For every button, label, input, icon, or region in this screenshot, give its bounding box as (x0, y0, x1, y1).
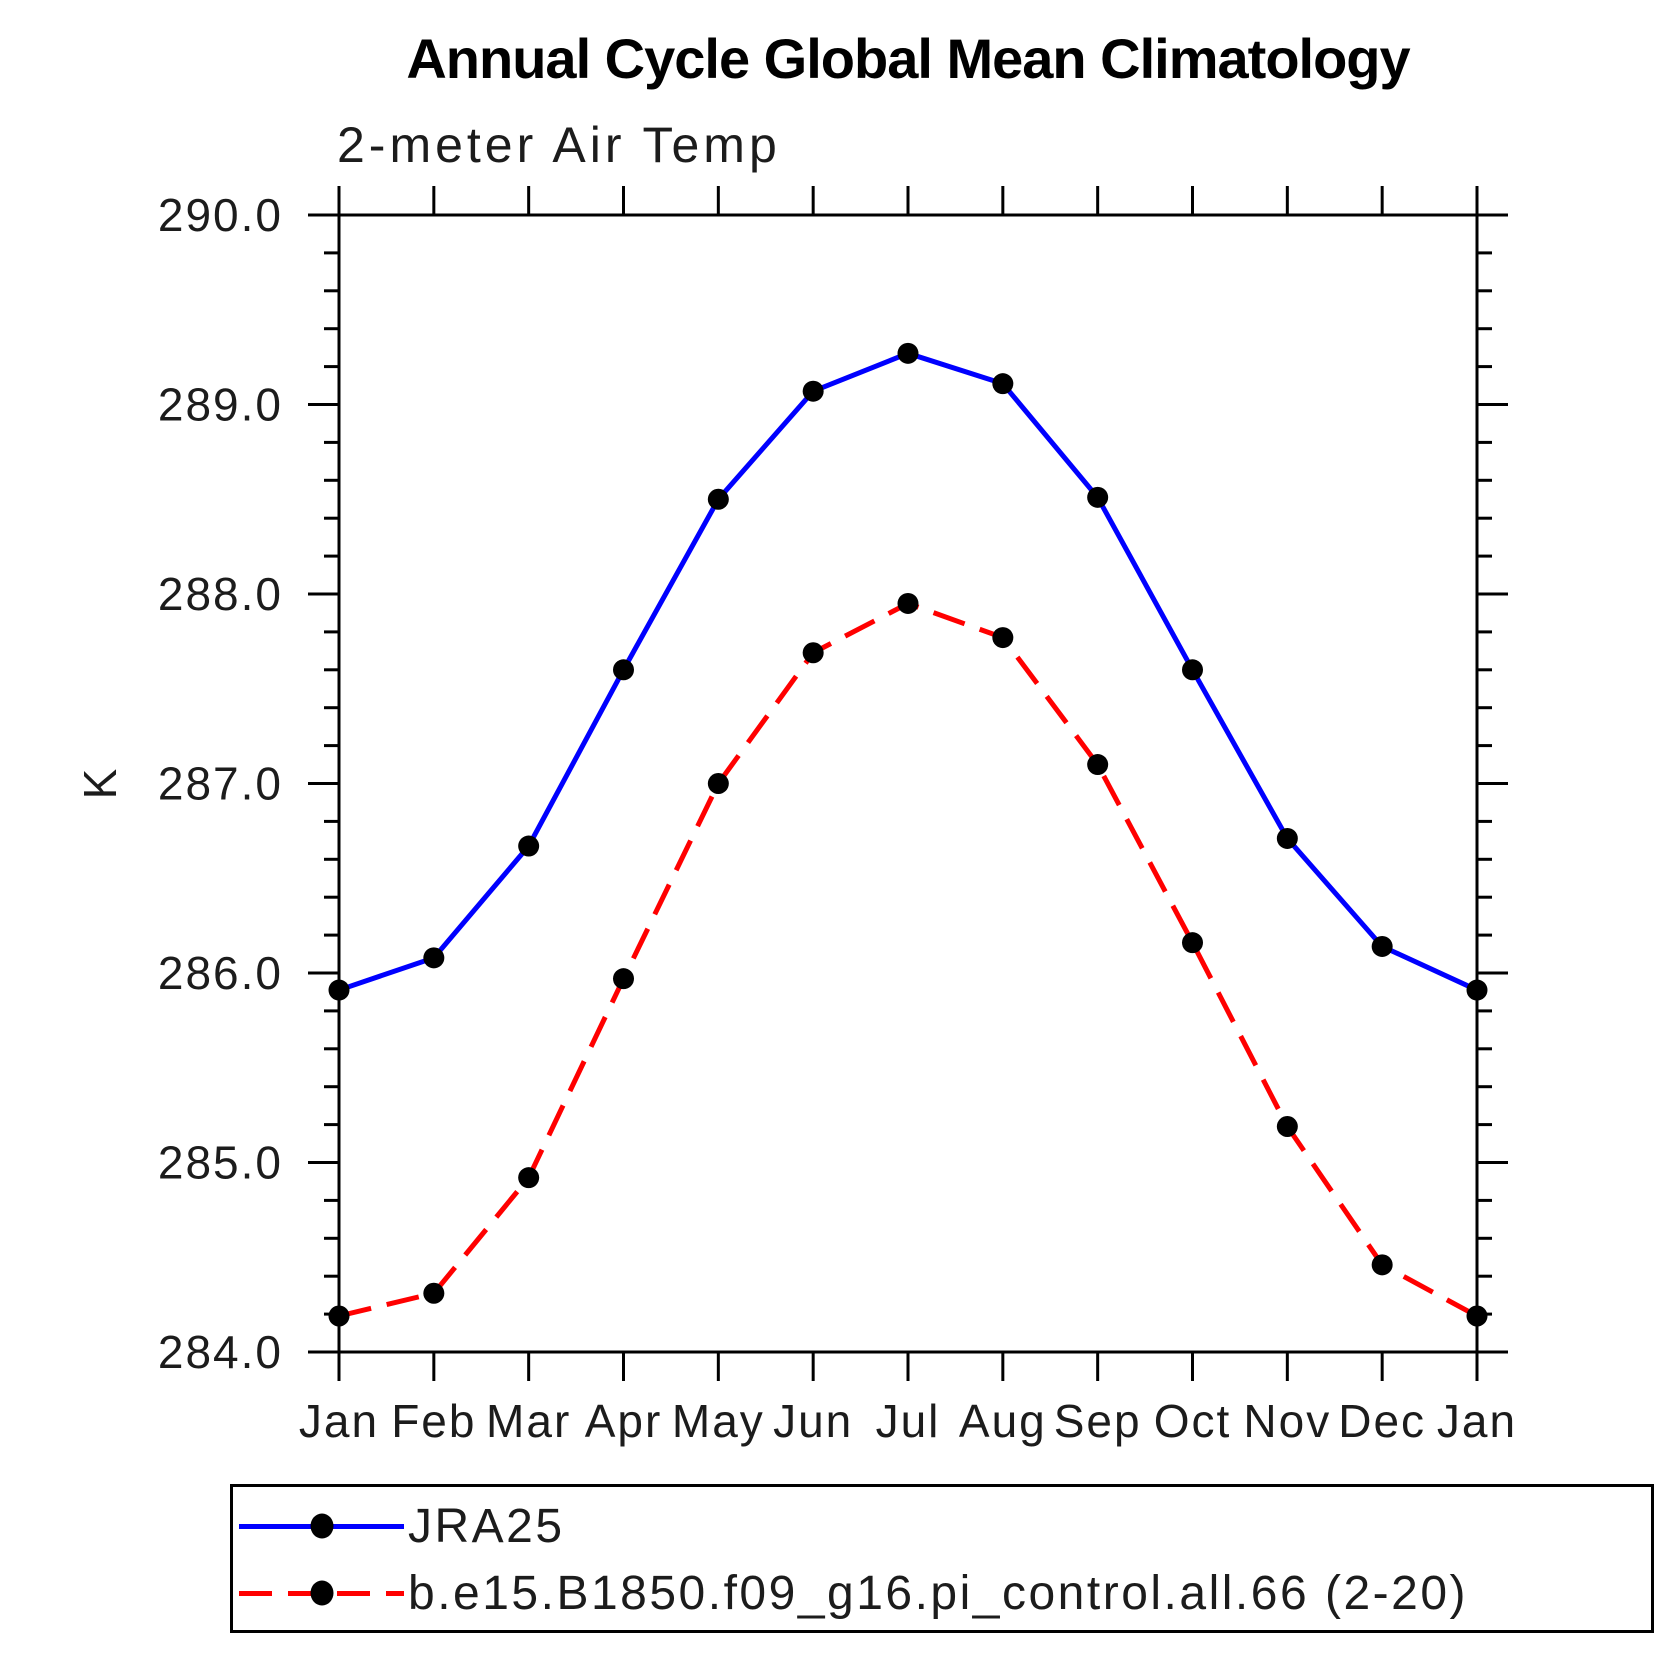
series-line-model-control (338, 600, 1479, 1319)
data-point-marker-jra25 (1276, 827, 1298, 849)
data-point-marker-jra25 (707, 488, 729, 510)
x-tick-label: Nov (1243, 1395, 1331, 1447)
legend-line-dashed-red (239, 1580, 404, 1606)
x-tick-label: Jul (876, 1395, 941, 1447)
data-point-marker-jra25 (1371, 935, 1393, 957)
data-point-marker-model-control (707, 773, 729, 794)
x-tick-label: Jun (773, 1395, 853, 1447)
data-point-marker-jra25 (328, 979, 350, 1001)
y-tick-label: 288.0 (158, 568, 283, 620)
x-tick-label: Feb (391, 1395, 476, 1447)
data-point-marker-jra25 (613, 659, 634, 681)
x-tick-label: May (672, 1395, 765, 1447)
x-tick-label: Dec (1338, 1395, 1426, 1447)
y-axis-label: K (74, 768, 126, 800)
legend-marker-dot-icon (310, 1580, 333, 1606)
legend-label-jra25: JRA25 (408, 1499, 565, 1553)
legend-line-solid-blue (239, 1513, 404, 1539)
legend-marker-dot-icon (310, 1513, 333, 1539)
chart-subtitle: 2-meter Air Temp (337, 117, 781, 173)
data-point-marker-model-control (1182, 932, 1203, 954)
y-tick-label: 285.0 (158, 1137, 283, 1189)
data-point-marker-model-control (1087, 754, 1109, 776)
data-point-marker-jra25 (802, 380, 824, 402)
data-point-marker-jra25 (897, 342, 919, 364)
x-tick-label: Jan (299, 1395, 379, 1447)
legend-item-jra25: JRA25 (239, 1498, 565, 1554)
y-tick-label: 290.0 (158, 189, 283, 241)
y-tick-label: 289.0 (158, 379, 283, 431)
data-point-marker-model-control (423, 1282, 445, 1304)
y-tick-label: 287.0 (158, 758, 283, 810)
data-point-marker-jra25 (518, 835, 540, 857)
data-point-marker-model-control (613, 968, 634, 990)
data-point-marker-jra25 (1087, 486, 1109, 508)
x-tick-label: Oct (1154, 1395, 1232, 1447)
data-point-marker-model-control (1466, 1305, 1488, 1327)
data-point-marker-model-control (1371, 1254, 1393, 1276)
data-point-marker-jra25 (1182, 659, 1203, 681)
legend-item-model-control: b.e15.B1850.f09_g16.pi_control.all.66 (2… (239, 1565, 1468, 1621)
data-point-marker-model-control (518, 1167, 540, 1189)
data-point-marker-jra25 (992, 373, 1014, 395)
data-point-marker-model-control (1276, 1115, 1298, 1137)
legend-box: JRA25 b.e15.B1850.f09_g16.pi_control.all… (230, 1484, 1654, 1633)
data-point-marker-model-control (992, 627, 1014, 649)
chart-title: Annual Cycle Global Mean Climatology (406, 27, 1410, 90)
y-tick-label: 286.0 (158, 947, 283, 999)
x-tick-label: Mar (486, 1395, 571, 1447)
series-line-jra25 (338, 350, 1479, 993)
legend-label-model-control: b.e15.B1850.f09_g16.pi_control.all.66 (2… (408, 1566, 1469, 1620)
x-tick-label: Jan (1437, 1395, 1517, 1447)
axis-frame (337, 213, 1479, 1354)
data-point-marker-model-control (897, 592, 919, 614)
data-point-marker-jra25 (1466, 979, 1488, 1001)
data-point-marker-model-control (802, 642, 824, 664)
data-point-marker-jra25 (423, 947, 445, 969)
x-tick-label: Aug (959, 1395, 1047, 1447)
data-point-marker-model-control (328, 1305, 350, 1327)
x-tick-label: Apr (585, 1395, 663, 1447)
y-tick-label: 284.0 (158, 1326, 283, 1378)
x-tick-label: Sep (1054, 1395, 1142, 1447)
